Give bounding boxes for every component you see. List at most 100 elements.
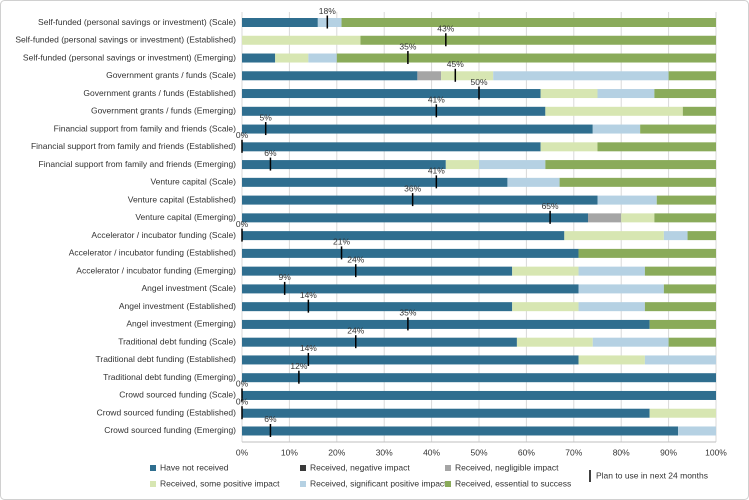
legend-label: Received, essential to success <box>455 478 571 488</box>
bar-segment <box>242 373 716 383</box>
bar-segment <box>242 390 716 400</box>
y-tick-label: Angel investment (Established) <box>119 301 236 311</box>
bar-segment <box>597 89 655 99</box>
y-tick-label: Self-funded (personal savings or investm… <box>15 35 236 45</box>
legend-swatch <box>150 465 156 471</box>
legend-swatch <box>445 465 451 471</box>
x-tick-label: 80% <box>613 447 630 457</box>
bar-segment <box>516 337 593 347</box>
x-tick-label: 90% <box>660 447 677 457</box>
plan-label: 50% <box>470 77 487 87</box>
bar-segment <box>242 35 361 45</box>
y-tick-label: Venture capital (Scale) <box>150 177 236 187</box>
y-tick-label: Government grants / funds (Scale) <box>106 70 236 80</box>
bar-segment <box>275 53 309 63</box>
bar-segment <box>540 89 598 99</box>
legend-label: Received, some positive impact <box>160 478 280 488</box>
bar-segment <box>242 408 650 418</box>
plan-label: 9% <box>279 272 292 282</box>
plan-label: 24% <box>347 254 364 264</box>
plan-label: 6% <box>264 414 277 424</box>
bar-segment <box>644 302 716 312</box>
bar-segment <box>644 266 716 276</box>
bar-segment <box>578 266 645 276</box>
legend-label: Received, negligible impact <box>455 462 559 472</box>
bar-segment <box>663 231 688 241</box>
bar-segment <box>417 71 442 81</box>
bar-segment <box>564 231 664 241</box>
bar-segment <box>507 177 560 187</box>
plan-label: 12% <box>290 361 307 371</box>
plan-label: 18% <box>319 6 336 16</box>
bar-segment <box>668 71 716 81</box>
bar-segment <box>242 71 418 81</box>
legend-swatch <box>150 481 156 487</box>
bar-segment <box>242 355 579 365</box>
bar-segment <box>308 53 337 63</box>
bar-segment <box>242 142 541 152</box>
bar-segment <box>242 266 513 276</box>
y-tick-label: Angel investment (Scale) <box>142 283 237 293</box>
y-tick-label: Crowd sourced funding (Scale) <box>119 390 236 400</box>
plan-label: 41% <box>428 166 445 176</box>
bar-segment <box>242 124 593 134</box>
bar-segment <box>317 18 342 27</box>
plan-label: 21% <box>333 237 350 247</box>
bar-segment <box>640 124 716 134</box>
y-tick-label: Financial support from family and friend… <box>54 123 237 133</box>
bar-segment <box>644 355 716 365</box>
plan-label: 14% <box>300 290 317 300</box>
plan-label: 5% <box>260 112 273 122</box>
bar-segment <box>341 18 716 27</box>
legend-swatch <box>300 465 306 471</box>
bar-segment <box>668 337 716 347</box>
x-tick-label: 10% <box>281 447 298 457</box>
bar-segment <box>242 426 679 436</box>
bar-segment <box>649 319 716 329</box>
plan-label: 43% <box>437 24 454 34</box>
plan-label: 0% <box>236 130 249 140</box>
bar-segment <box>654 89 716 99</box>
legend-swatch <box>300 481 306 487</box>
plan-label: 0% <box>236 379 249 389</box>
y-tick-label: Venture capital (Established) <box>128 194 236 204</box>
bar-segment <box>242 248 579 258</box>
bar-segment <box>559 177 716 187</box>
bar-segment <box>578 302 645 312</box>
bar-segment <box>592 337 669 347</box>
bar-segment <box>242 18 318 27</box>
y-tick-label: Government grants / funds (Emerging) <box>91 106 236 116</box>
y-tick-label: Accelerator / incubator funding (Emergin… <box>76 265 236 275</box>
legend-label: Received, significant positive impact <box>310 478 447 488</box>
plan-label: 6% <box>264 148 277 158</box>
y-tick-label: Crowd sourced funding (Established) <box>97 407 237 417</box>
plan-label: 0% <box>236 219 249 229</box>
y-tick-label: Traditional debt funding (Emerging) <box>103 372 236 382</box>
legend-label: Have not received <box>160 462 229 472</box>
plan-label: 41% <box>428 95 445 105</box>
bar-segment <box>649 408 716 418</box>
bar-segment <box>656 195 716 205</box>
bar-segment <box>545 106 683 116</box>
bar-segment <box>242 89 541 99</box>
plan-label: 14% <box>300 343 317 353</box>
bar-segment <box>242 337 517 347</box>
bar-segment <box>242 53 276 63</box>
x-tick-label: 100% <box>705 447 727 457</box>
x-tick-label: 20% <box>328 447 345 457</box>
bar-segment <box>242 177 508 187</box>
plan-label: 65% <box>542 201 559 211</box>
bar-segment <box>597 142 716 152</box>
bar-segment <box>578 284 664 294</box>
bar-segment <box>242 213 589 223</box>
plan-label: 24% <box>347 325 364 335</box>
bar-segment <box>242 231 565 241</box>
bar-segment <box>493 71 669 81</box>
bar-segment <box>242 319 650 329</box>
plan-label: 36% <box>404 183 421 193</box>
bar-segment <box>578 248 716 258</box>
bar-segment <box>242 195 598 205</box>
legend-label: Received, negative impact <box>310 462 410 472</box>
bar-segment <box>588 213 622 223</box>
